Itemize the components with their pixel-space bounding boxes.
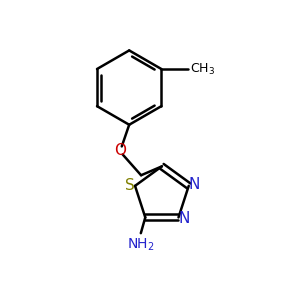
Text: N: N xyxy=(178,212,190,226)
Text: N: N xyxy=(188,177,200,192)
Text: O: O xyxy=(114,142,126,158)
Text: NH$_2$: NH$_2$ xyxy=(127,237,155,253)
Text: CH$_3$: CH$_3$ xyxy=(190,61,215,76)
Text: S: S xyxy=(125,178,135,194)
